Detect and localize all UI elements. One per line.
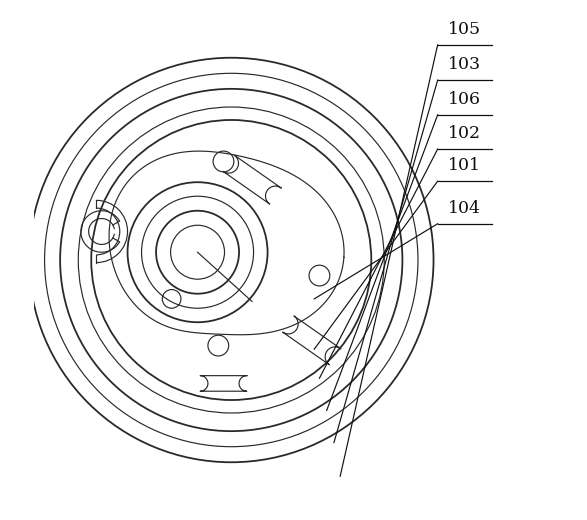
Text: 106: 106 — [448, 91, 481, 108]
Text: 101: 101 — [448, 158, 481, 174]
Text: 104: 104 — [448, 200, 481, 217]
Text: 102: 102 — [448, 125, 481, 142]
Text: 103: 103 — [448, 56, 481, 73]
Text: 105: 105 — [448, 21, 481, 38]
